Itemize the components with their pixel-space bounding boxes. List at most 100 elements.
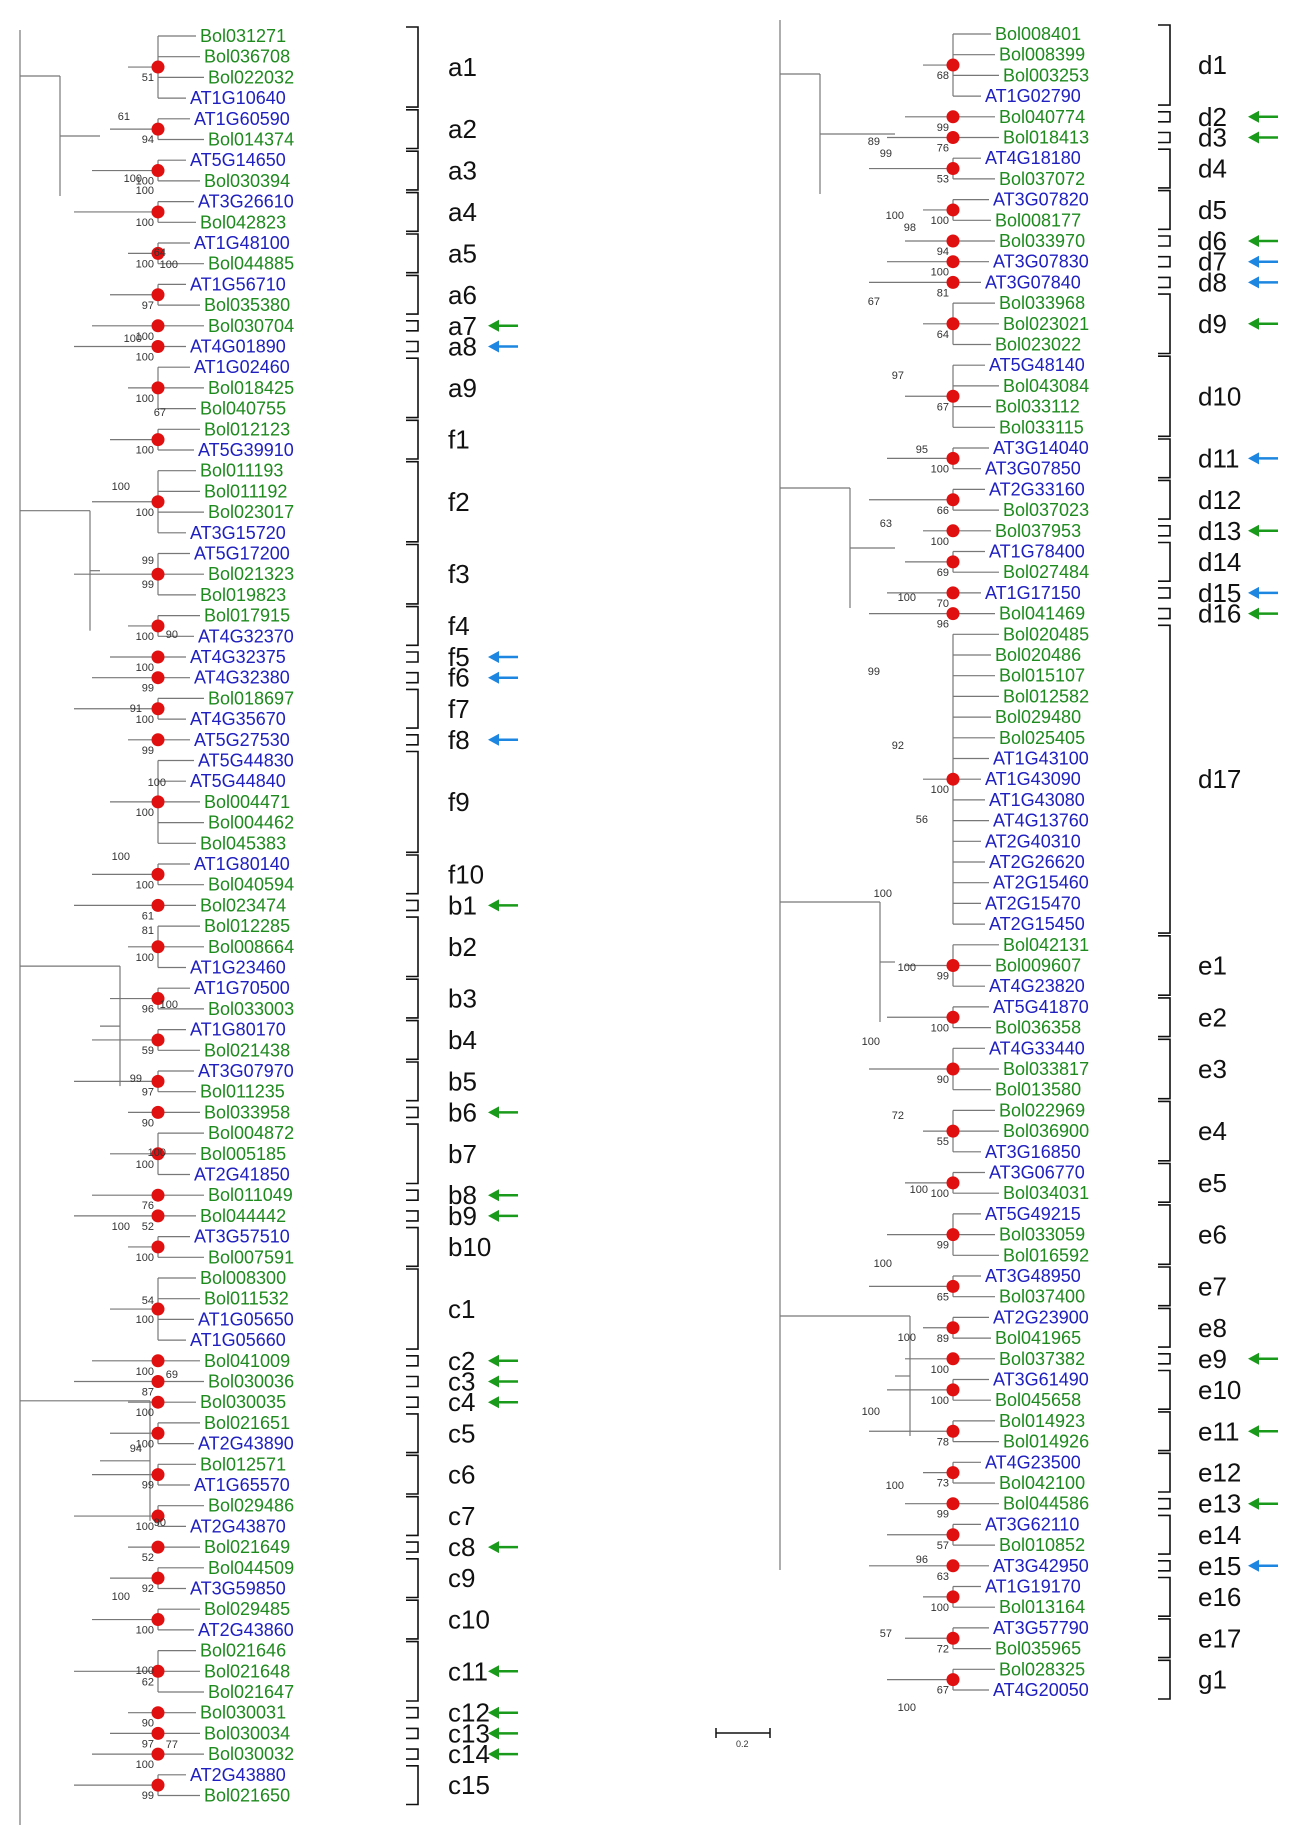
significant-node-marker [946, 959, 960, 972]
clade-label: f8 [448, 725, 470, 755]
taxon-label: AT2G41850 [194, 1165, 290, 1185]
significant-node-marker [151, 164, 165, 178]
taxon-label: Bol020486 [995, 645, 1081, 665]
significant-node-marker [946, 389, 960, 403]
taxon-label: Bol033958 [204, 1102, 290, 1122]
clade-bracket [406, 651, 419, 663]
taxon-label: Bol037023 [1003, 500, 1089, 520]
bootstrap-value: 81 [937, 287, 949, 299]
green-arrow-icon [1248, 317, 1259, 330]
clade-bracket [1158, 1162, 1171, 1203]
taxon-label: Bol013164 [999, 1597, 1085, 1617]
significant-node-marker [946, 451, 960, 465]
tree-branches [19, 20, 999, 1825]
clade-bracket [1158, 1038, 1171, 1100]
bootstrap-value: 97 [142, 1738, 154, 1750]
taxon-label: Bol027484 [1003, 562, 1089, 582]
taxon-label: Bol014374 [208, 130, 294, 150]
bootstrap-value: 100 [898, 1702, 916, 1714]
taxon-label: AT5G49215 [985, 1204, 1081, 1224]
taxon-label: AT4G23820 [989, 976, 1085, 996]
significant-node-marker [946, 275, 960, 289]
taxon-label: Bol014923 [999, 1411, 1085, 1431]
taxon-label: Bol005185 [200, 1144, 286, 1164]
clade-bracket [1158, 1353, 1171, 1365]
clade-bracket [1158, 189, 1171, 231]
taxon-label: Bol012285 [204, 916, 290, 936]
taxon-label: Bol021323 [208, 564, 294, 584]
significant-node-marker [151, 1302, 165, 1316]
significant-node-marker [946, 1673, 960, 1687]
bootstrap-value: 78 [937, 1436, 949, 1448]
taxon-label: Bol040755 [200, 399, 286, 419]
clade-label: d5 [1198, 195, 1227, 225]
significant-node-marker [946, 234, 960, 248]
bootstrap-value: 94 [142, 134, 154, 146]
taxon-label: Bol021647 [208, 1682, 294, 1702]
bootstrap-value: 72 [937, 1643, 949, 1655]
taxon-label: AT2G26620 [989, 852, 1085, 872]
bootstrap-value: 99 [937, 122, 949, 134]
taxon-label: AT1G70500 [194, 978, 290, 998]
taxon-label: Bol023474 [200, 895, 286, 915]
bootstrap-value: 100 [136, 445, 154, 457]
green-arrow-icon [488, 1665, 499, 1678]
significant-node-marker [151, 1571, 165, 1585]
clade-label: f3 [448, 559, 470, 589]
taxon-label: AT1G19170 [985, 1577, 1081, 1597]
taxon-label: AT1G43080 [989, 790, 1085, 810]
bootstrap-value: 92 [892, 740, 904, 752]
significant-node-marker [946, 524, 960, 538]
significant-node-marker [946, 1279, 960, 1293]
bootstrap-value: 100 [136, 258, 154, 270]
bootstrap-value: 100 [136, 631, 154, 643]
bootstrap-value: 90 [142, 1718, 154, 1730]
bootstrap-value: 90 [154, 1517, 166, 1529]
clade-bracket [406, 460, 419, 543]
bootstrap-value: 67 [937, 1685, 949, 1697]
bootstrap-value: 76 [142, 1200, 154, 1212]
taxon-label: Bol025405 [999, 728, 1085, 748]
bootstrap-value: 55 [937, 1136, 949, 1148]
green-arrow-icon [1248, 1497, 1259, 1510]
clade-label: a7 [448, 311, 477, 341]
clade-bracket [406, 233, 419, 274]
significant-node-marker [946, 586, 960, 600]
bootstrap-value: 68 [937, 70, 949, 82]
clade-bracket [406, 1706, 419, 1719]
taxon-label: Bol021650 [204, 1786, 290, 1806]
taxon-label: Bol023017 [208, 502, 294, 522]
clade-label: b10 [448, 1232, 491, 1262]
bootstrap-values: 51 94 100 100 100 97 100 100 100 100 100 99 100 100 99… [112, 70, 949, 1802]
bootstrap-value: 96 [142, 1004, 154, 1016]
bootstrap-value: 100 [136, 952, 154, 964]
taxon-labels: Bol031271Bol036708Bol022032AT1G10640AT1G… [190, 24, 1089, 1806]
clade-label: d8 [1198, 267, 1227, 297]
taxon-label: Bol033115 [999, 417, 1084, 437]
taxon-label: Bol030034 [204, 1723, 290, 1743]
clade-label: e5 [1198, 1168, 1227, 1198]
significant-node-marker [151, 1747, 165, 1761]
bootstrap-value: 98 [904, 222, 916, 234]
scale-bar: 0.2 [715, 1728, 771, 1749]
taxon-label: AT1G80170 [190, 1020, 286, 1040]
taxon-label: Bol045383 [200, 833, 286, 853]
significant-node-marker [946, 110, 960, 124]
clade-bracket [406, 688, 419, 729]
clade-label: a9 [448, 373, 477, 403]
taxon-label: Bol021651 [204, 1413, 290, 1433]
bootstrap-value: 100 [124, 173, 142, 185]
significant-node-marker [151, 122, 165, 136]
clade-bracket [406, 750, 419, 854]
taxon-label: Bol016592 [1003, 1245, 1089, 1265]
taxon-label: AT1G43090 [985, 769, 1081, 789]
taxon-label: Bol036358 [995, 1018, 1081, 1038]
clade-bracket [406, 191, 419, 233]
bootstrap-value: 77 [166, 1739, 178, 1751]
bootstrap-value: 64 [154, 247, 166, 259]
bootstrap-value: 100 [160, 259, 178, 271]
significant-node-marker [151, 340, 165, 353]
significant-node-marker [151, 1726, 165, 1740]
clade-bracket [1158, 1659, 1171, 1700]
bootstrap-value: 90 [166, 629, 178, 641]
